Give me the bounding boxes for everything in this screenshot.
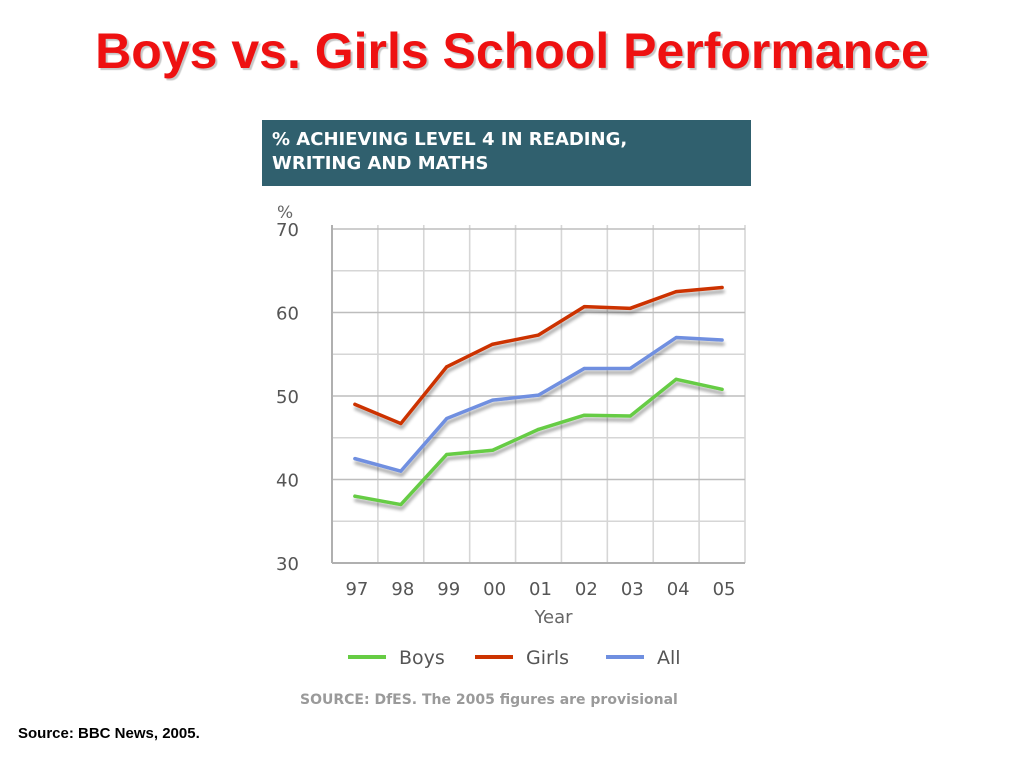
chart-title: % ACHIEVING LEVEL 4 IN READING, WRITING … (262, 120, 751, 186)
chart-axes (331, 225, 745, 564)
y-tick-label: 60 (276, 304, 299, 325)
series-line-girls (353, 285, 724, 426)
data-point-boys (628, 414, 632, 418)
x-tick-label: 98 (391, 579, 414, 600)
y-tick-label: 40 (276, 471, 299, 492)
series-line-boys (353, 377, 724, 507)
x-tick-label: 04 (667, 579, 690, 600)
x-tick-label: 05 (713, 579, 736, 600)
data-point-boys (491, 448, 495, 452)
data-point-girls (582, 305, 586, 309)
data-point-all (399, 469, 403, 473)
data-point-all (445, 416, 449, 421)
series-line-all (353, 335, 724, 473)
chart-title-line-1: % ACHIEVING LEVEL 4 IN READING, (272, 129, 628, 150)
data-point-all (720, 338, 724, 342)
data-point-girls (399, 421, 403, 426)
data-point-girls (353, 402, 357, 406)
data-point-girls (536, 333, 541, 337)
x-tick-label: 97 (345, 579, 368, 600)
legend-label-girls: Girls (526, 647, 569, 669)
data-point-all (582, 366, 586, 371)
data-point-all (536, 393, 541, 397)
x-tick-label: 01 (529, 579, 552, 600)
data-point-boys (536, 427, 541, 431)
data-point-boys (674, 377, 678, 381)
data-point-boys (720, 387, 724, 391)
y-tick-label: 30 (276, 554, 299, 575)
chart-source-note: SOURCE: DfES. The 2005 figures are provi… (300, 692, 678, 708)
data-point-all (674, 335, 678, 340)
slide-title: Boys vs. Girls School Performance (95, 23, 929, 79)
data-point-boys (582, 413, 586, 417)
data-point-boys (353, 494, 357, 498)
data-point-girls (674, 290, 678, 294)
y-tick-label: 70 (276, 220, 299, 241)
source-note: Source: BBC News, 2005. (18, 725, 200, 742)
x-tick-label: 02 (575, 579, 598, 600)
data-point-girls (491, 342, 495, 346)
data-point-girls (628, 306, 632, 310)
x-tick-label: 99 (437, 579, 460, 600)
y-tick-label: 50 (276, 387, 299, 408)
x-tick-label: 00 (483, 579, 506, 600)
data-point-all (491, 398, 495, 402)
y-axis-label: % (277, 203, 293, 223)
chart-title-line-2: WRITING AND MATHS (272, 153, 489, 174)
data-point-all (353, 457, 357, 461)
data-point-boys (445, 452, 449, 457)
chart-legend: Boys Girls All (348, 647, 681, 669)
x-axis-label: Year (533, 607, 573, 628)
data-point-boys (399, 502, 403, 507)
data-point-all (628, 366, 632, 371)
x-tick-label: 03 (621, 579, 644, 600)
data-point-girls (720, 285, 724, 290)
legend-label-all: All (657, 647, 681, 669)
data-point-girls (445, 365, 449, 369)
line-chart: 30 40 50 60 70% 97 98 99 00 01 02 03 04 05 Year SOURCE:… (276, 203, 746, 708)
chart-labels: 30 40 50 60 70% 97 98 99 00 01 02 03 04 05 Year SOURCE:… (276, 203, 736, 708)
legend-label-boys: Boys (399, 647, 445, 669)
chart-series (353, 285, 724, 507)
